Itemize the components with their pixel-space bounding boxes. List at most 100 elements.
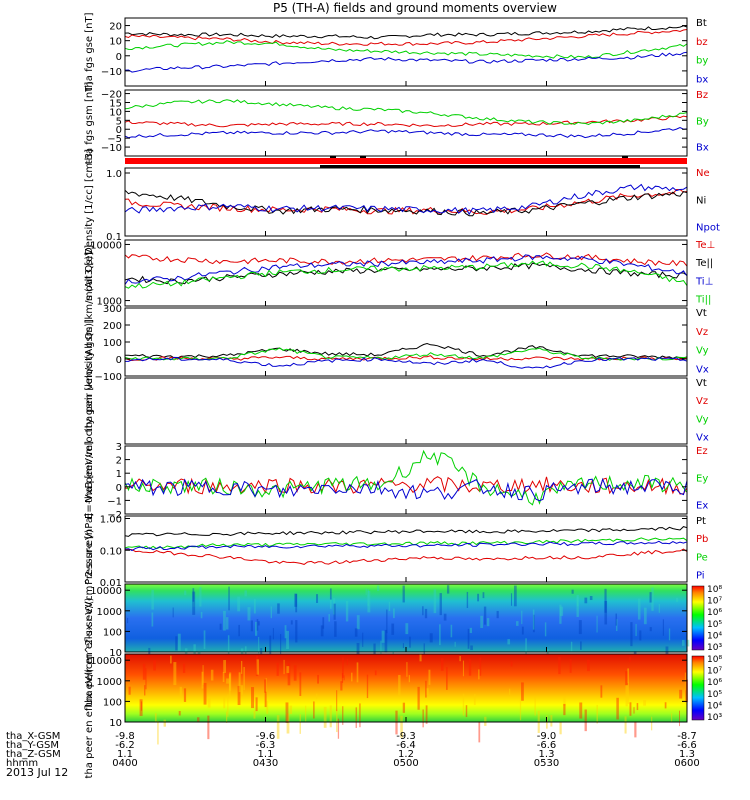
orbit-value: 1.1	[117, 749, 133, 760]
spectrogram-texture	[402, 643, 404, 649]
spectrogram-texture	[443, 613, 447, 621]
spectrogram-texture	[340, 681, 343, 691]
spectrogram-texture	[630, 622, 633, 647]
spectrogram-texture	[207, 715, 210, 740]
spectrogram-texture	[238, 672, 241, 693]
spectrogram-texture	[393, 608, 395, 619]
orbit-value: 1.1	[258, 749, 274, 760]
spectrogram-texture	[329, 705, 332, 728]
spectrogram-texture	[178, 710, 181, 716]
spectrogram-texture	[223, 696, 226, 709]
y-axis-label: tha fgs gsm [nT]	[84, 82, 95, 165]
spectrogram-texture	[207, 698, 211, 708]
spectrogram-texture	[374, 670, 377, 676]
orbit-value: 1.3	[539, 749, 555, 760]
y-tick-label: −100	[95, 372, 122, 383]
spectrogram-texture	[177, 633, 181, 651]
y-axis-label: tha peer en eflux eV/(cm^2-s-sr-eV)	[84, 597, 95, 778]
y-axis-label: moat3 [eV]	[84, 245, 95, 301]
status-bar	[125, 156, 687, 168]
orbit-value: 0600	[674, 758, 699, 769]
spectrogram-texture	[223, 660, 227, 673]
y-tick-label: 1.00	[100, 515, 122, 526]
legend-bz: bz	[696, 37, 708, 48]
spectrogram-texture	[342, 706, 344, 725]
orbit-value: 0530	[534, 758, 559, 769]
colorbar-tick-label: 10⁷	[707, 667, 722, 677]
spectrogram-texture	[446, 667, 448, 690]
spectrogram-texture	[380, 640, 382, 660]
orbit-value: -9.0	[537, 731, 557, 742]
spectrogram-texture	[355, 707, 357, 728]
series-line-Vt	[125, 342, 688, 360]
spectrogram-texture	[510, 593, 513, 606]
date-label: 2013 Jul 12	[6, 766, 68, 779]
legend-By: By	[696, 116, 709, 127]
spectrogram-texture	[270, 606, 272, 619]
spectrogram-texture	[586, 659, 590, 672]
colorbar-tick-label: 10⁴	[707, 631, 722, 641]
spectrogram-texture	[343, 675, 345, 681]
legend-Pe: Pe	[696, 552, 708, 563]
spectrogram-texture	[559, 604, 562, 624]
spectrogram-texture	[142, 663, 146, 680]
spectrogram-texture	[253, 598, 256, 614]
y-tick-label: 10	[109, 718, 122, 729]
spectrogram-texture	[295, 620, 298, 643]
panel-frame	[124, 377, 688, 445]
orbit-table: tha_X-GSM -9.8 -9.6 -9.3 -9.0 -8.7 tha_Y-GSM -6…	[6, 731, 700, 769]
spectrogram-texture	[251, 687, 255, 709]
y-tick-label: 1	[116, 469, 122, 480]
y-tick-label: 100	[103, 338, 122, 349]
spectrogram-texture	[247, 607, 251, 621]
spectrogram-texture	[287, 663, 291, 686]
spectrogram-texture	[633, 707, 635, 714]
spectrogram-texture	[470, 645, 473, 651]
legend-Vy: Vy	[696, 414, 709, 425]
orbit-value: -8.7	[677, 731, 697, 742]
spectrogram-texture	[323, 706, 327, 728]
spectrogram-texture	[362, 632, 364, 647]
spectrogram-texture	[225, 711, 228, 723]
y-tick-label: 10	[109, 648, 122, 659]
legend-bx: bx	[696, 74, 708, 85]
orbit-value: 0400	[112, 758, 137, 769]
spectrogram-texture	[664, 702, 667, 709]
series-line-Ex	[124, 477, 688, 502]
spectrogram-texture	[596, 615, 598, 633]
spectrogram-texture	[462, 693, 465, 716]
spectrogram-texture	[284, 625, 287, 639]
spectrogram-texture	[243, 667, 245, 691]
y-tick-label: −5	[107, 134, 122, 145]
spectrogram-texture	[257, 621, 260, 626]
spectrogram-texture	[367, 589, 369, 606]
spectrogram-texture	[286, 666, 290, 674]
panel-8: Pt Pb Pe Pi 1.00 0.10 0.01 Pressure [nPa]	[84, 513, 708, 589]
y-tick-label: 0.10	[100, 546, 122, 557]
spectrogram-texture	[294, 593, 298, 607]
spectrogram-texture	[376, 585, 380, 592]
spectrogram-texture	[576, 594, 579, 617]
spectrogram-texture	[256, 618, 259, 631]
spectrogram-texture	[402, 702, 406, 713]
spectrogram-texture	[356, 662, 359, 683]
spectrogram-texture	[151, 589, 154, 610]
legend-Vx: Vx	[696, 364, 709, 375]
y-axis-label: tha peir en eflux eV/(cm^2-s-sr-eV)	[84, 529, 95, 707]
spectrogram-texture	[354, 628, 358, 637]
spectrogram-texture	[662, 619, 664, 636]
spectrogram-texture	[649, 627, 652, 632]
spectrogram-texture	[241, 660, 243, 674]
orbit-value: 1.3	[679, 749, 695, 760]
panel-frame	[124, 167, 688, 237]
y-tick-label: 10000	[90, 656, 122, 667]
y-axis-label: E=-VxB [mV/m]	[84, 441, 95, 519]
spectrogram-texture	[286, 630, 289, 650]
spectrogram-texture	[459, 655, 461, 662]
y-axis-label: Pressure [nPa]	[84, 513, 95, 585]
orbit-value: 0500	[393, 758, 418, 769]
series-line-Ne	[124, 188, 688, 215]
spectrogram-texture	[571, 589, 574, 594]
spectrogram-texture	[639, 630, 642, 641]
